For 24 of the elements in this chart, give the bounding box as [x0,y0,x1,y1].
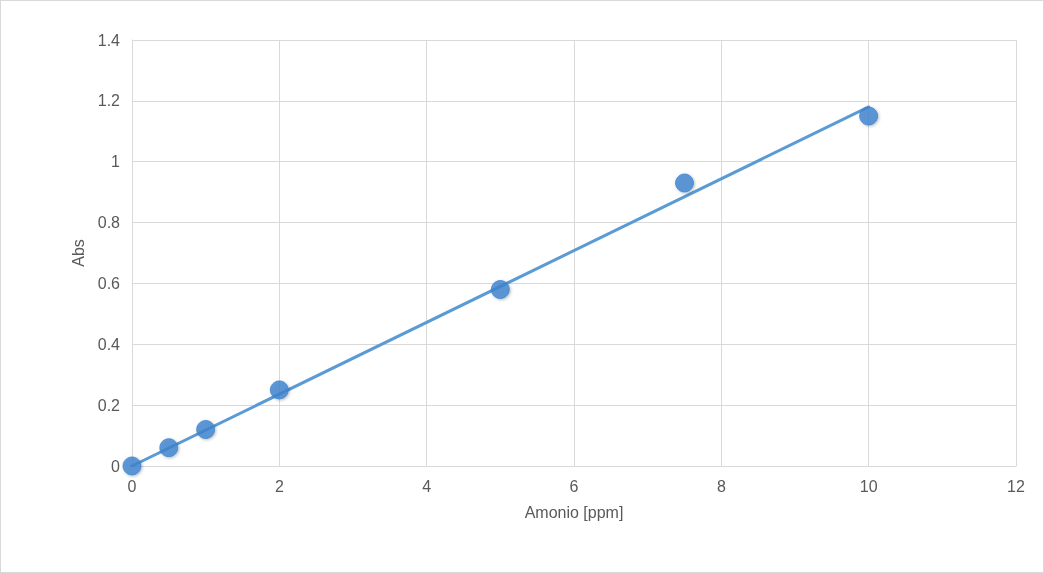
x-tick-label: 4 [422,477,432,495]
point [490,280,510,300]
y-tick-label: 0 [111,457,121,475]
y-tick-label: 0.2 [97,396,121,414]
y-tick-label: 0.6 [97,274,121,292]
x-tick-label: 6 [569,477,579,495]
point [269,380,289,400]
y-tick-label: 1.4 [97,31,121,49]
point [859,106,879,126]
y-tick-label: 0.8 [97,214,121,232]
y-tick-label: 1 [111,153,121,171]
x-tick-label: 10 [859,477,878,495]
y-tick-label: 1.2 [97,92,121,110]
point [675,173,694,193]
point [196,419,216,439]
x-tick-label: 8 [716,477,726,495]
point [122,456,142,476]
y-axis-title: Abs [70,239,88,267]
point [159,438,179,458]
x-axis-title: Amonio [ppm] [524,503,624,521]
y-tick-label: 0.4 [97,335,121,353]
x-tick-label: 2 [274,477,284,495]
x-tick-label: 0 [127,477,137,495]
x-tick-label: 12 [1007,477,1025,495]
